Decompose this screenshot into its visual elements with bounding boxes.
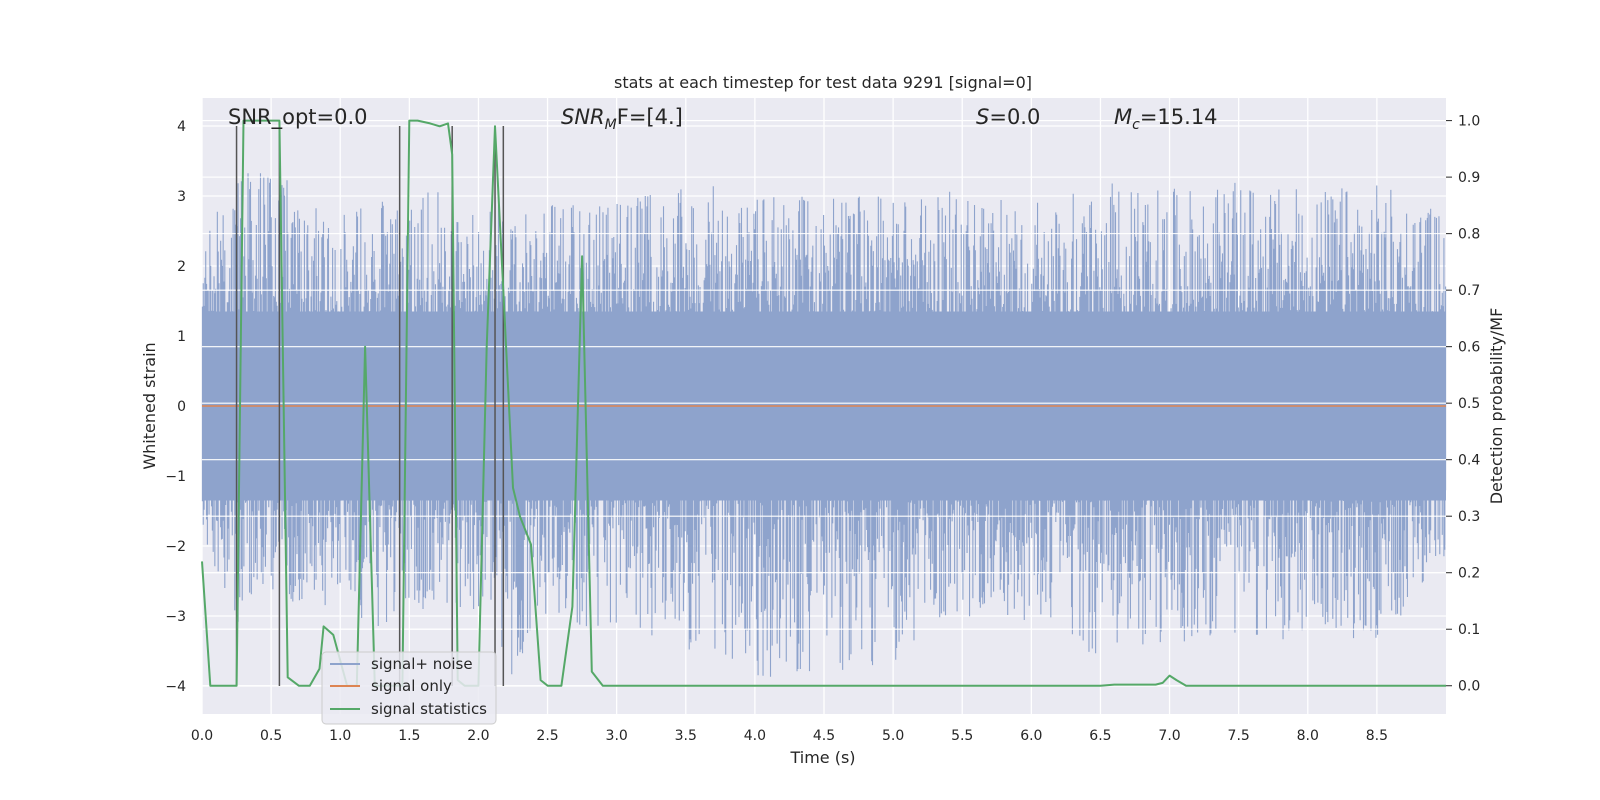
annotation-s-label: S — [976, 105, 989, 129]
y-tick-label-4: 0 — [177, 399, 186, 415]
annotation-s: S=0.0 — [976, 105, 1040, 129]
y-tick-label-8: 4 — [177, 119, 186, 135]
y-right-tick-label-5: 0.5 — [1458, 396, 1480, 412]
x-tick-label-1: 0.5 — [260, 728, 282, 744]
x-tick-label-12: 6.0 — [1020, 728, 1042, 744]
chart-title: stats at each timestep for test data 929… — [614, 73, 1032, 92]
y-right-tick-label-0: 0.0 — [1458, 679, 1480, 695]
x-tick-label-8: 4.0 — [744, 728, 766, 744]
x-tick-label-2: 1.0 — [329, 728, 351, 744]
y-tick-label-1: −3 — [165, 609, 186, 625]
y-right-tick-label-10: 1.0 — [1458, 114, 1480, 130]
annotation-snr-mf: SNRMF=[4.] — [561, 105, 683, 133]
annotation-mc-value: =15.14 — [1140, 105, 1218, 129]
y-right-tick-label-3: 0.3 — [1458, 509, 1480, 525]
x-tick-label-13: 6.5 — [1089, 728, 1111, 744]
x-axis-label: Time (s) — [789, 748, 855, 767]
y-right-tick-label-8: 0.8 — [1458, 227, 1480, 243]
y-tick-label-3: −1 — [165, 469, 186, 485]
y-tick-label-5: 1 — [177, 329, 186, 345]
legend: signal+ noise signal only signal statist… — [321, 651, 497, 725]
x-tick-label-7: 3.5 — [675, 728, 697, 744]
y-right-tick-label-6: 0.6 — [1458, 340, 1480, 356]
y-right-tick-label-4: 0.4 — [1458, 453, 1480, 469]
annotation-mc-base: M — [1114, 105, 1132, 129]
x-tick-label-17: 8.5 — [1366, 728, 1388, 744]
annotation-snr-mf-base: SNR — [561, 105, 605, 129]
y-tick-label-2: −2 — [165, 539, 186, 555]
x-tick-label-11: 5.5 — [951, 728, 973, 744]
y-right-tick-label-7: 0.7 — [1458, 283, 1480, 299]
x-tick-label-14: 7.0 — [1158, 728, 1180, 744]
legend-label-signal-noise: signal+ noise — [371, 655, 473, 673]
annotation-s-value: =0.0 — [989, 105, 1040, 129]
y-tick-label-0: −4 — [165, 679, 186, 695]
y-axis-right-ticks: 0.0 0.1 0.2 0.3 0.4 0.5 0.6 0.7 0.8 0.9 1.0 — [1446, 114, 1480, 695]
y-tick-label-7: 3 — [177, 189, 186, 205]
y-axis-right-label: Detection probability/MF — [1487, 308, 1506, 505]
x-tick-label-16: 8.0 — [1297, 728, 1319, 744]
x-tick-label-10: 5.0 — [882, 728, 904, 744]
y-right-tick-label-1: 0.1 — [1458, 622, 1480, 638]
legend-label-signal-only: signal only — [371, 677, 452, 695]
y-tick-label-6: 2 — [177, 259, 186, 275]
x-tick-label-4: 2.0 — [467, 728, 489, 744]
x-tick-label-9: 4.5 — [813, 728, 835, 744]
y-axis-label: Whitened strain — [140, 342, 159, 469]
annotation-snr-mf-rest: F=[4.] — [617, 105, 683, 129]
y-axis-ticks: −4 −3 −2 −1 0 1 2 3 4 — [165, 119, 186, 695]
annotation-mc-sub: c — [1132, 117, 1140, 133]
x-tick-label-0: 0.0 — [191, 728, 213, 744]
x-tick-label-3: 1.5 — [398, 728, 420, 744]
x-axis-ticks: 0.0 0.5 1.0 1.5 2.0 2.5 3.0 3.5 4.0 4.5 5.0 5.5 6.0 6… — [191, 728, 1388, 744]
annotation-snr-opt: SNR_opt=0.0 — [228, 105, 368, 130]
x-tick-label-6: 3.0 — [606, 728, 628, 744]
annotation-mc: Mc=15.14 — [1114, 105, 1218, 133]
x-tick-label-15: 7.5 — [1228, 728, 1250, 744]
annotation-snr-mf-sub: M — [605, 117, 617, 133]
x-tick-label-5: 2.5 — [536, 728, 558, 744]
vertical-markers — [235, 126, 505, 686]
legend-label-signal-statistics: signal statistics — [371, 700, 487, 718]
y-right-tick-label-9: 0.9 — [1458, 170, 1480, 186]
legend-box — [321, 651, 497, 725]
y-right-tick-label-2: 0.2 — [1458, 566, 1480, 582]
